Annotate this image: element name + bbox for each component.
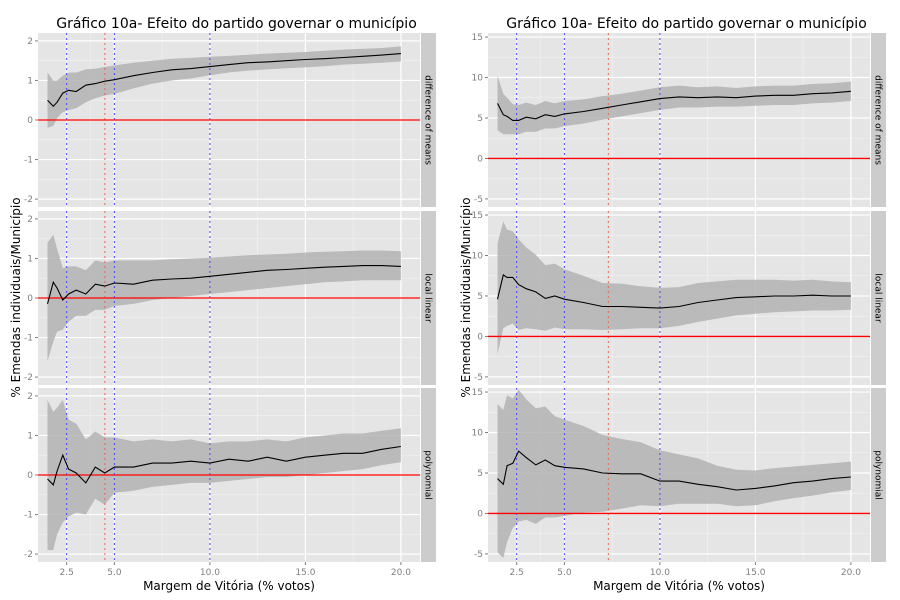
chart-title: Gráfico 10a- Efeito do partido governar … — [506, 16, 867, 32]
x-tick-label: 2.5 — [59, 568, 73, 578]
y-tick-label: 5 — [477, 469, 483, 479]
x-tick-label: 10.0 — [200, 568, 220, 578]
y-tick-label: 1 — [27, 431, 33, 441]
y-tick-label: 15 — [472, 211, 483, 221]
strip-label: polynomial — [423, 450, 433, 500]
panel-difference-of-means: difference of means -2 -1 0 1 2 — [24, 33, 436, 207]
estimate-line — [46, 265, 401, 305]
x-tick-label: 20.0 — [391, 568, 411, 578]
y-tick-label: 0 — [477, 154, 483, 164]
strip-label: difference of means — [423, 75, 433, 165]
chart-left: Gráfico 10a- Efeito do partido governar … — [9, 16, 436, 593]
estimate-line — [496, 274, 851, 309]
strip-label: difference of means — [873, 75, 883, 165]
strip-background — [421, 211, 436, 385]
y-tick-label: 0 — [477, 509, 483, 519]
y-tick-label: 2 — [27, 37, 33, 47]
y-tick-label: 1 — [27, 76, 33, 86]
y-tick-label: 15 — [472, 33, 483, 43]
confidence-ribbon — [47, 234, 401, 362]
strip-background — [871, 211, 886, 385]
estimate-line — [47, 53, 401, 107]
strip-label: local linear — [423, 273, 433, 323]
y-tick-label: 0 — [27, 471, 33, 481]
y-tick-label: 0 — [27, 294, 33, 304]
y-tick-label: 10 — [472, 252, 484, 262]
y-tick-label: 0 — [477, 332, 483, 342]
panel-local-linear: local linear -2 -1 0 1 2 — [24, 211, 436, 385]
y-tick-label: 15 — [472, 388, 483, 398]
x-tick-label: 5.0 — [107, 568, 122, 578]
strip-background — [871, 388, 886, 562]
panel-polynomial: polynomial -5 0 5 10 15 — [472, 388, 886, 562]
y-tick-label: 10 — [472, 74, 484, 84]
confidence-ribbon — [47, 46, 401, 128]
x-tick-label: 15.0 — [295, 568, 315, 578]
strip-background — [871, 33, 886, 207]
y-tick-label: -2 — [24, 550, 33, 560]
y-tick-label: 10 — [472, 429, 484, 439]
estimate-line — [497, 90, 851, 121]
x-tick-label: 5.0 — [557, 568, 572, 578]
panel-difference-of-means: difference of means -5 0 5 10 15 — [472, 33, 886, 207]
y-tick-label: 2 — [27, 392, 33, 402]
confidence-ribbon — [497, 75, 851, 135]
strip-background — [421, 388, 436, 562]
y-tick-label: -1 — [24, 511, 33, 521]
y-tick-label: 0 — [27, 116, 33, 126]
y-tick-label: -1 — [24, 334, 33, 344]
panel-polynomial: polynomial -2 -1 0 1 2 — [24, 388, 436, 562]
x-axis-label: Margem de Vitória (% votos) — [143, 579, 315, 593]
y-tick-label: -5 — [474, 195, 483, 205]
x-tick-label: 2.5 — [509, 568, 523, 578]
chart-title: Gráfico 10a- Efeito do partido governar … — [56, 16, 417, 32]
estimate-line — [47, 445, 401, 486]
y-tick-label: -1 — [24, 156, 33, 166]
y-axis-label: % Emendas individuais/Município — [459, 197, 473, 397]
y-tick-label: -5 — [474, 373, 483, 383]
confidence-ribbon — [497, 221, 851, 355]
y-tick-label: -2 — [24, 373, 33, 383]
strip-label: local linear — [873, 273, 883, 323]
x-tick-label: 10.0 — [650, 568, 670, 578]
y-tick-label: -2 — [24, 195, 33, 205]
y-tick-label: -5 — [474, 550, 483, 560]
y-tick-label: 1 — [27, 254, 33, 264]
y-axis-label: % Emendas individuais/Município — [9, 197, 23, 397]
strip-label: polynomial — [873, 450, 883, 500]
x-tick-label: 20.0 — [841, 568, 861, 578]
x-tick-label: 15.0 — [745, 568, 765, 578]
chart-right: Gráfico 10a- Efeito do partido governar … — [459, 16, 886, 593]
y-tick-label: 2 — [27, 215, 33, 225]
strip-background — [421, 33, 436, 207]
confidence-ribbon — [497, 389, 851, 558]
x-axis-label: Margem de Vitória (% votos) — [593, 579, 765, 593]
y-tick-label: 5 — [477, 114, 483, 124]
estimate-line — [497, 450, 851, 491]
y-tick-label: 5 — [477, 292, 483, 302]
panel-local-linear: local linear -5 0 5 10 15 — [472, 211, 886, 385]
